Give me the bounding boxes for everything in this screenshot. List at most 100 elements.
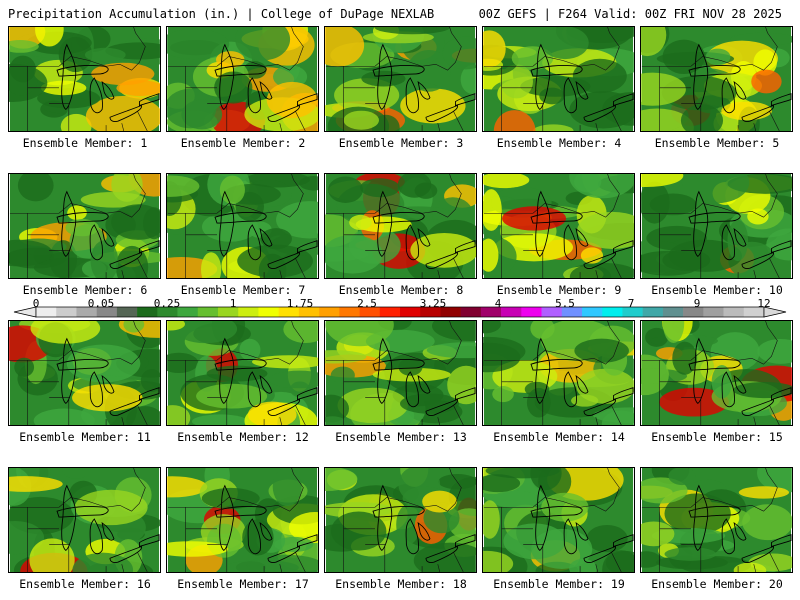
colorbar-swatch <box>339 307 360 317</box>
ensemble-member-label: Ensemble Member: 9 <box>496 283 622 297</box>
ensemble-member-label: Ensemble Member: 20 <box>651 577 783 591</box>
colorbar-swatch <box>662 307 684 317</box>
great-lakes-outline <box>214 337 318 416</box>
precip-map-16 <box>9 468 160 572</box>
state-borders <box>9 27 148 131</box>
ensemble-member-label: Ensemble Member: 6 <box>22 283 148 297</box>
colorbar-swatch <box>440 307 461 317</box>
header-valid-time: 00Z GEFS | F264 Valid: 00Z FRI NOV 28 20… <box>478 7 782 21</box>
colorbar-tick-label: 3.25 <box>419 297 447 310</box>
great-lakes-outline <box>372 43 476 122</box>
ensemble-panel-13 <box>324 320 477 426</box>
ensemble-member-label: Ensemble Member: 12 <box>177 430 309 444</box>
ensemble-member-label: Ensemble Member: 4 <box>496 136 622 150</box>
state-borders <box>167 468 306 572</box>
ensemble-member-label: Ensemble Member: 3 <box>338 136 464 150</box>
state-borders <box>641 468 780 572</box>
precip-map-9 <box>483 174 634 278</box>
colorbar-swatch <box>400 307 421 317</box>
precip-map-6 <box>9 174 160 278</box>
colorbar-tick-label: 0.05 <box>87 297 115 310</box>
great-lakes-outline <box>688 484 792 563</box>
colorbar-swatch <box>501 307 522 317</box>
colorbar-max-arrow <box>763 306 787 318</box>
great-lakes-outline <box>56 190 160 269</box>
state-borders <box>9 468 148 572</box>
ensemble-panel-20 <box>640 467 793 573</box>
ensemble-panel-14 <box>482 320 635 426</box>
colorbar-swatch <box>541 307 563 317</box>
great-lakes-outline <box>372 484 476 563</box>
state-borders <box>325 174 464 278</box>
state-borders <box>167 174 306 278</box>
colorbar-swatch <box>703 307 724 317</box>
colorbar-swatch <box>36 307 57 317</box>
colorbar-tick-label: 0.25 <box>153 297 181 310</box>
precip-map-10 <box>641 174 792 278</box>
state-borders <box>483 174 622 278</box>
precip-map-1 <box>9 27 160 131</box>
ensemble-panel-11 <box>8 320 161 426</box>
ensemble-member-label: Ensemble Member: 1 <box>22 136 148 150</box>
ensemble-panel-2 <box>166 26 319 132</box>
great-lakes-outline <box>214 43 318 122</box>
state-borders <box>325 27 464 131</box>
precip-map-3 <box>325 27 476 131</box>
ensemble-panel-16 <box>8 467 161 573</box>
colorbar-swatch <box>642 307 664 317</box>
great-lakes-outline <box>56 484 160 563</box>
colorbar-swatch <box>298 307 320 317</box>
colorbar-tick-label: 0 <box>32 297 40 310</box>
precip-map-2 <box>167 27 318 131</box>
colorbar-swatch <box>521 307 542 317</box>
great-lakes-outline <box>530 43 634 122</box>
ensemble-panel-1 <box>8 26 161 132</box>
ensemble-panel-15 <box>640 320 793 426</box>
great-lakes-outline <box>688 43 792 122</box>
precip-map-18 <box>325 468 476 572</box>
great-lakes-outline <box>530 337 634 416</box>
colorbar-swatch <box>319 307 340 317</box>
colorbar-swatch <box>76 307 97 317</box>
precip-map-7 <box>167 174 318 278</box>
ensemble-member-label: Ensemble Member: 10 <box>651 283 783 297</box>
state-borders <box>641 321 780 425</box>
header-title: Precipitation Accumulation (in.) | Colle… <box>8 7 435 21</box>
colorbar-swatch <box>177 307 199 317</box>
ensemble-panel-19 <box>482 467 635 573</box>
ensemble-panel-6 <box>8 173 161 279</box>
ensemble-member-label: Ensemble Member: 5 <box>654 136 780 150</box>
ensemble-member-label: Ensemble Member: 19 <box>493 577 625 591</box>
ensemble-member-label: Ensemble Member: 18 <box>335 577 467 591</box>
colorbar-tick-label: 4 <box>494 297 502 310</box>
ensemble-member-label: Ensemble Member: 13 <box>335 430 467 444</box>
great-lakes-outline <box>688 337 792 416</box>
colorbar-swatch <box>278 307 300 317</box>
colorbar-swatch <box>359 307 381 317</box>
state-borders <box>483 321 622 425</box>
great-lakes-outline <box>214 484 318 563</box>
great-lakes-outline <box>214 190 318 269</box>
state-borders <box>167 321 306 425</box>
ensemble-panel-9 <box>482 173 635 279</box>
ensemble-member-label: Ensemble Member: 14 <box>493 430 625 444</box>
ensemble-panel-5 <box>640 26 793 132</box>
colorbar-swatch <box>743 307 765 317</box>
colorbar-tick-label: 1.75 <box>286 297 314 310</box>
colorbar-swatch <box>723 307 745 317</box>
state-borders <box>325 468 464 572</box>
colorbar-tick-label: 9 <box>693 297 701 310</box>
precip-map-13 <box>325 321 476 425</box>
state-borders <box>641 174 780 278</box>
ensemble-panel-8 <box>324 173 477 279</box>
precip-map-5 <box>641 27 792 131</box>
state-borders <box>9 174 148 278</box>
colorbar-tick-label: 12 <box>757 297 771 310</box>
colorbar-swatch <box>116 307 138 317</box>
colorbar-swatch <box>683 307 704 317</box>
precip-map-15 <box>641 321 792 425</box>
great-lakes-outline <box>56 43 160 122</box>
colorbar-tick-label: 2.5 <box>357 297 377 310</box>
great-lakes-outline <box>372 337 476 416</box>
ensemble-member-label: Ensemble Member: 2 <box>180 136 306 150</box>
